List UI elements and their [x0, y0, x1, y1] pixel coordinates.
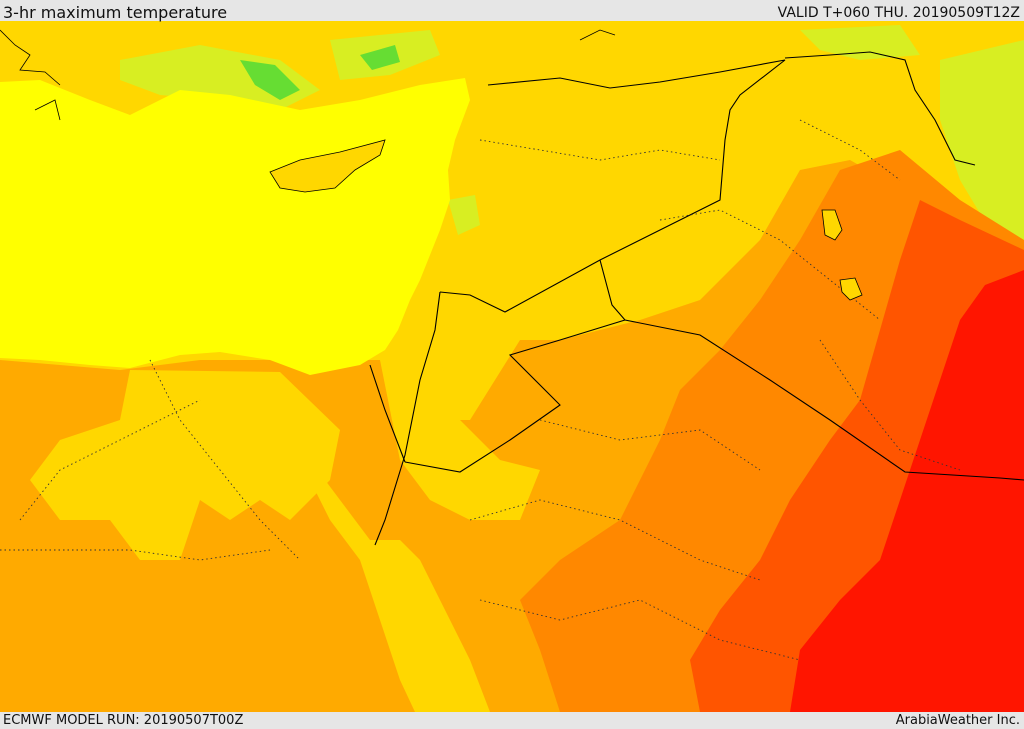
lake-razazza — [839, 277, 863, 301]
red-sea — [280, 420, 490, 712]
gold-region-egypt — [30, 370, 340, 560]
header-bar — [0, 0, 1024, 21]
credit-label: ArabiaWeather Inc. — [895, 713, 1020, 728]
admin-boundaries — [0, 119, 961, 661]
cyprus — [269, 139, 386, 193]
gold-region-sinai — [380, 360, 540, 520]
green-patch-ne — [800, 25, 920, 60]
green-patch-lebanon — [448, 195, 480, 235]
green-patch-turkey-2 — [240, 60, 300, 100]
red-core — [790, 270, 1024, 712]
green-patch-iran — [940, 40, 1024, 240]
valid-time-label: VALID T+060 THU. 20190509T12Z — [777, 5, 1020, 21]
aegean-islands — [0, 29, 616, 121]
temperature-map — [0, 21, 1024, 712]
model-run-label: ECMWF MODEL RUN: 20190507T00Z — [3, 713, 244, 728]
country-borders — [369, 51, 1024, 546]
footer-bar — [0, 712, 1024, 729]
green-patch-turkey-4 — [360, 45, 400, 70]
lake-tharthar — [821, 209, 843, 241]
map-title: 3-hr maximum temperature — [3, 3, 228, 22]
